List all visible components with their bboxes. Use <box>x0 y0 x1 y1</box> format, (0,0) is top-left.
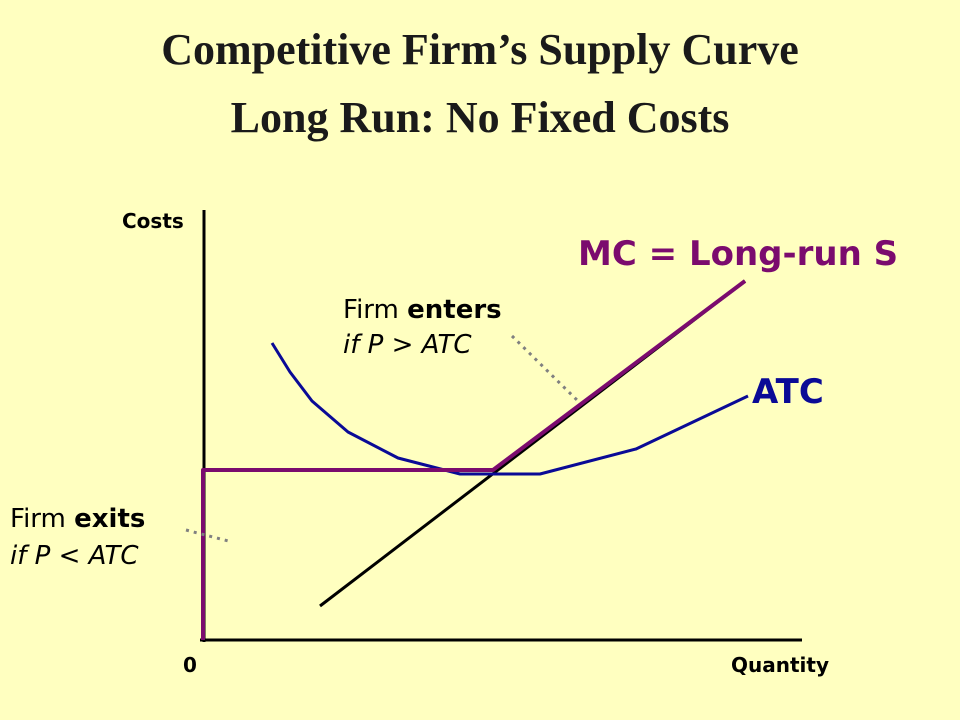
slide-title-line-1: Competitive Firm’s Supply Curve <box>161 25 799 74</box>
origin-label: 0 <box>183 653 197 677</box>
enters-annotation: Firm enters <box>343 295 502 325</box>
enters-condition: if P > ATC <box>343 330 472 360</box>
enters-bold: enters <box>407 295 502 325</box>
x-axis-label: Quantity <box>731 653 829 677</box>
atc-curve <box>270 342 749 476</box>
atc-label: ATC <box>752 372 824 412</box>
long-run-supply-curve <box>201 279 747 640</box>
exits-prefix: Firm <box>10 504 74 534</box>
exits-leader-line <box>185 528 233 544</box>
mc-supply-label: MC = Long-run S <box>578 234 898 274</box>
exits-annotation: Firm exits <box>10 504 145 534</box>
enters-leader-line <box>510 334 582 405</box>
exits-condition: if P < ATC <box>10 541 139 571</box>
enters-prefix: Firm <box>343 295 407 325</box>
exits-bold: exits <box>74 504 145 534</box>
slide-title-line-2: Long Run: No Fixed Costs <box>230 93 730 142</box>
y-axis-label: Costs <box>122 209 184 233</box>
